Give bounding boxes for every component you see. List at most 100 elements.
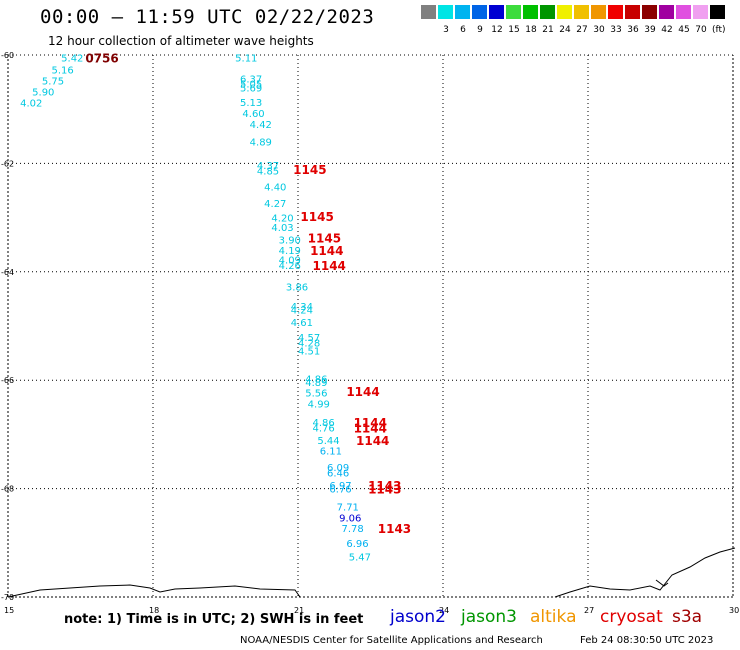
legend-label: 6 xyxy=(460,25,466,35)
legend-swatch xyxy=(676,5,691,19)
wave-height-label: 6.96 xyxy=(346,539,368,550)
legend-label: 9 xyxy=(477,25,483,35)
legend-label: 33 xyxy=(610,25,622,35)
legend-swatch xyxy=(659,5,674,19)
time-label: 1144 xyxy=(354,421,387,435)
legend-label: 39 xyxy=(644,25,656,35)
wave-height-label: 4.99 xyxy=(308,400,330,411)
wave-height-label: 4.37 xyxy=(257,161,279,172)
time-label: 1143 xyxy=(368,483,401,497)
time-label: 0756 xyxy=(85,52,118,66)
time-labels-layer: 0756114511451145114411441144114411441144… xyxy=(85,52,411,536)
time-label: 1144 xyxy=(310,244,343,258)
lon-label: 15 xyxy=(4,606,14,615)
wave-height-label: 3.86 xyxy=(286,282,308,293)
coastline-east xyxy=(554,547,736,598)
wave-height-label: 6.37 xyxy=(240,74,262,85)
satellite-cryosat: cryosat xyxy=(600,607,663,627)
lon-label: 27 xyxy=(584,606,594,615)
wave-height-label: 6.09 xyxy=(327,463,349,474)
lon-label: 30 xyxy=(729,606,739,615)
legend-swatch xyxy=(506,5,521,19)
legend-swatch xyxy=(557,5,572,19)
time-label: 1144 xyxy=(356,434,389,448)
wave-height-label: 3.90 xyxy=(279,235,301,246)
wave-height-label: 4.26 xyxy=(279,261,301,272)
wave-height-label: 7.71 xyxy=(337,502,359,513)
legend-swatch xyxy=(625,5,640,19)
wave-height-label: 5.11 xyxy=(235,54,257,65)
lat-label: -70 xyxy=(1,593,14,602)
legend-swatch xyxy=(591,5,606,19)
wave-height-label: 4.02 xyxy=(20,99,42,110)
legend-label: 21 xyxy=(542,25,554,35)
time-label: 1144 xyxy=(346,385,379,399)
satellite-s3a: s3a xyxy=(672,607,703,627)
time-label: 1145 xyxy=(300,210,333,224)
time-label: 1144 xyxy=(354,416,387,430)
wave-height-label: 4.89 xyxy=(305,378,327,389)
observations-layer: 5.425.165.755.904.02 5.11 6.375.055.69 5.13… xyxy=(20,54,371,564)
wave-height-label: 5.56 xyxy=(305,389,327,400)
page-title: 00:00 – 11:59 UTC 02/22/2023 xyxy=(40,6,375,28)
wave-height-label: 4.51 xyxy=(298,346,320,357)
map-frame xyxy=(7,54,734,598)
wave-height-label: 7.78 xyxy=(342,524,364,535)
legend-label: 36 xyxy=(627,25,639,35)
time-label: 1143 xyxy=(378,522,411,536)
wave-height-label: 4.89 xyxy=(250,138,272,149)
wave-height-label: 5.90 xyxy=(32,87,54,98)
legend-swatch xyxy=(710,5,725,19)
legend-label: 24 xyxy=(559,25,571,35)
wave-height-label: 4.86 xyxy=(313,418,335,429)
coastline-inlet xyxy=(655,579,669,587)
legend-swatch xyxy=(438,5,453,19)
footer-timestamp: Feb 24 08:30:50 UTC 2023 xyxy=(580,635,714,646)
wave-height-label: 4.60 xyxy=(242,109,264,120)
lon-label: 24 xyxy=(439,606,449,615)
legend-label: 27 xyxy=(576,25,588,35)
legend-unit: (ft) xyxy=(712,25,726,35)
wave-height-label: 5.69 xyxy=(240,84,262,95)
wave-height-label: 5.13 xyxy=(240,98,262,109)
wave-height-label: 4.28 xyxy=(298,338,320,349)
legend-label: 70 xyxy=(695,25,707,35)
satellite-jason2: jason2 xyxy=(390,607,446,627)
satellite-jason3: jason3 xyxy=(461,607,517,627)
time-label: 1143 xyxy=(368,479,401,493)
legend-label: 18 xyxy=(525,25,537,35)
wave-height-label: 4.03 xyxy=(271,223,293,234)
lat-label: -66 xyxy=(1,376,14,385)
wave-height-label: 6.97 xyxy=(329,481,351,492)
wave-height-label: 4.40 xyxy=(264,183,286,194)
legend-swatch xyxy=(540,5,555,19)
satellite-altika: altika xyxy=(530,607,577,627)
wave-height-label: 6.46 xyxy=(327,468,349,479)
wave-height-label: 4.34 xyxy=(291,302,313,313)
wave-height-label: 5.47 xyxy=(349,552,371,563)
legend-label: 45 xyxy=(678,25,690,35)
wave-height-label: 4.24 xyxy=(291,306,313,317)
wave-height-label: 4.57 xyxy=(298,333,320,344)
legend-swatch xyxy=(642,5,657,19)
wave-height-label: 4.19 xyxy=(279,246,301,257)
page-subtitle: 12 hour collection of altimeter wave hei… xyxy=(48,34,314,48)
wave-height-label: 5.16 xyxy=(52,66,74,77)
legend-swatch xyxy=(421,5,436,19)
footer-source: NOAA/NESDIS Center for Satellite Applica… xyxy=(240,635,543,646)
legend-swatch xyxy=(489,5,504,19)
wave-height-label: 4.61 xyxy=(291,318,313,329)
wave-height-label: 5.05 xyxy=(240,80,262,91)
wave-height-label: 9.06 xyxy=(339,513,361,524)
coastline xyxy=(7,584,301,598)
legend-swatch xyxy=(523,5,538,19)
lat-lon-grid xyxy=(7,54,734,598)
time-label: 1145 xyxy=(293,163,326,177)
lat-label: -64 xyxy=(1,268,14,277)
lat-label: -68 xyxy=(1,485,14,494)
time-label: 1145 xyxy=(308,232,341,246)
legend-label: 3 xyxy=(443,25,449,35)
time-label: 1144 xyxy=(313,259,346,273)
legend-label: 12 xyxy=(491,25,503,35)
